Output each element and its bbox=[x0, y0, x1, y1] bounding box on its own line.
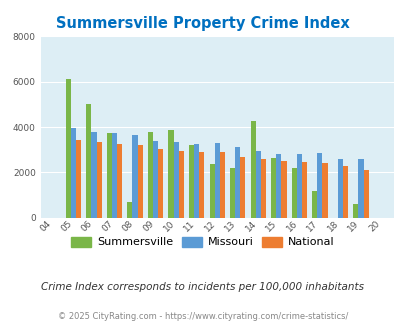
Bar bbox=[112, 133, 117, 218]
Bar bbox=[362, 170, 368, 218]
Bar bbox=[168, 130, 173, 218]
Bar bbox=[194, 144, 199, 218]
Bar bbox=[71, 128, 76, 218]
Legend: Summersville, Missouri, National: Summersville, Missouri, National bbox=[67, 232, 338, 252]
Bar bbox=[137, 145, 143, 218]
Text: Crime Index corresponds to incidents per 100,000 inhabitants: Crime Index corresponds to incidents per… bbox=[41, 282, 364, 292]
Bar bbox=[188, 145, 194, 218]
Bar bbox=[91, 132, 96, 218]
Bar bbox=[127, 202, 132, 218]
Bar bbox=[178, 151, 183, 218]
Bar bbox=[209, 164, 214, 218]
Bar bbox=[250, 121, 255, 218]
Bar bbox=[199, 152, 204, 218]
Bar bbox=[275, 154, 281, 218]
Bar bbox=[311, 190, 317, 218]
Bar bbox=[296, 154, 301, 218]
Bar bbox=[291, 168, 296, 218]
Bar bbox=[173, 142, 178, 218]
Bar bbox=[260, 159, 265, 218]
Bar bbox=[147, 132, 153, 218]
Bar bbox=[158, 148, 163, 218]
Bar bbox=[358, 159, 362, 218]
Bar bbox=[337, 159, 342, 218]
Bar bbox=[219, 152, 224, 218]
Bar bbox=[230, 168, 234, 218]
Bar bbox=[117, 144, 122, 218]
Bar bbox=[281, 161, 286, 218]
Bar bbox=[342, 166, 347, 218]
Text: © 2025 CityRating.com - https://www.cityrating.com/crime-statistics/: © 2025 CityRating.com - https://www.city… bbox=[58, 312, 347, 321]
Text: Summersville Property Crime Index: Summersville Property Crime Index bbox=[56, 16, 349, 31]
Bar bbox=[317, 153, 322, 218]
Bar bbox=[214, 143, 219, 218]
Bar bbox=[76, 140, 81, 218]
Bar bbox=[86, 104, 91, 218]
Bar bbox=[132, 135, 137, 218]
Bar bbox=[322, 163, 327, 218]
Bar bbox=[301, 162, 306, 218]
Bar bbox=[66, 80, 71, 218]
Bar bbox=[240, 156, 245, 218]
Bar bbox=[271, 158, 275, 218]
Bar bbox=[153, 141, 158, 218]
Bar bbox=[107, 133, 112, 218]
Bar bbox=[96, 142, 101, 218]
Bar bbox=[352, 204, 358, 218]
Bar bbox=[255, 151, 260, 218]
Bar bbox=[234, 148, 240, 218]
